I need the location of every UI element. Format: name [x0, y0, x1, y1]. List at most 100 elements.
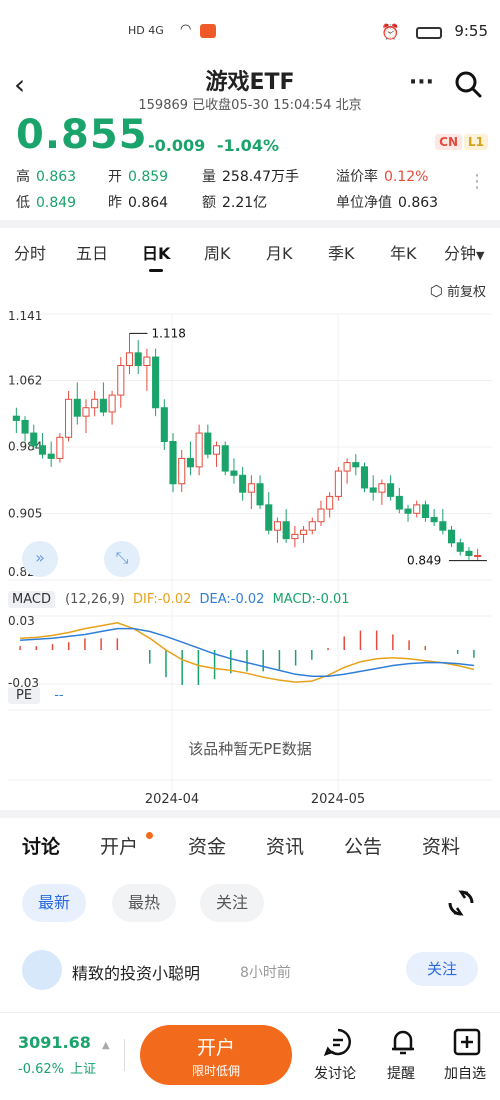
dea-line: [20, 627, 474, 677]
back-icon[interactable]: ‹: [14, 68, 26, 101]
candle-body: [326, 495, 334, 510]
post-username[interactable]: 精致的投资小聪明: [72, 964, 201, 983]
status-bar: HD 4G ◠ ⏰ 9:55: [0, 0, 500, 58]
follow-button[interactable]: 关注: [406, 952, 478, 986]
change-percent: -1.04%: [216, 136, 279, 155]
candle-body: [465, 550, 473, 557]
tab-wuri[interactable]: 五日: [76, 244, 109, 263]
tab-funds[interactable]: 资金: [188, 836, 227, 858]
period-tabs: 分时 五日 日K 周K 月K 季K 年K 分钟▼: [0, 232, 500, 272]
candle-body: [308, 521, 316, 531]
etf-code: 159869: [138, 98, 189, 113]
min-price-label: 0.849: [407, 554, 441, 568]
dif-line: [20, 622, 475, 683]
quote-prev-close: 昨 0.864: [108, 195, 169, 211]
candle-body: [360, 466, 369, 489]
open-account-button[interactable]: 开户 限时低佣: [140, 1025, 292, 1085]
quote-nav: 单位净值 0.863: [336, 195, 439, 211]
candle-body: [404, 508, 412, 514]
candle-body: [143, 356, 151, 367]
candle-body: [334, 470, 342, 497]
macd-params: (12,26,9): [65, 592, 125, 607]
last-price: 0.855: [16, 112, 148, 158]
tab-yuek[interactable]: 月K: [266, 244, 293, 263]
tab-zhouk[interactable]: 周K: [204, 244, 231, 263]
candle-body: [421, 504, 429, 519]
candle-body: [21, 419, 29, 434]
macd-y-tick: -0.03: [8, 676, 39, 690]
avatar[interactable]: [22, 950, 62, 990]
candle-body: [195, 432, 203, 468]
badge-l1: L1: [464, 134, 488, 150]
more-icon[interactable]: ···: [408, 70, 434, 95]
tab-jik[interactable]: 季K: [328, 244, 355, 263]
tab-niank[interactable]: 年K: [390, 244, 417, 263]
candle-body: [186, 457, 194, 468]
filter-following[interactable]: 关注: [200, 884, 265, 922]
max-price-label: 1.118: [152, 326, 186, 340]
quote-open: 开 0.859: [108, 169, 169, 185]
search-icon[interactable]: [454, 70, 482, 98]
status-time: 9:55: [454, 22, 488, 40]
tab-profile[interactable]: 资料: [422, 836, 461, 858]
pe-indicator-button[interactable]: PE: [8, 687, 41, 704]
candle-body: [317, 508, 325, 523]
tab-news[interactable]: 资讯: [266, 836, 305, 858]
tab-fenshi[interactable]: 分时: [14, 244, 47, 263]
candle-body: [99, 398, 107, 413]
candle-body: [82, 407, 90, 417]
market-status: 已收盘05-30 15:04:54 北京: [192, 98, 362, 113]
candle-body: [152, 356, 160, 409]
tab-announcements[interactable]: 公告: [344, 836, 383, 858]
tab-fenzhong[interactable]: 分钟▼: [444, 244, 485, 263]
filter-hot[interactable]: 最热: [112, 884, 177, 922]
fuquan-toggle[interactable]: ⬡ 前复权: [430, 281, 486, 300]
bottom-bar: 3091.68 ▲ -0.62% 上证 开户 限时低佣 发讨论 提醒 加自选: [0, 1012, 500, 1100]
macd-dif: DIF:-0.02: [133, 592, 192, 607]
quote-high: 高 0.863: [16, 169, 77, 185]
bell-icon[interactable]: [388, 1027, 418, 1057]
fullscreen-icon[interactable]: ⤡: [104, 541, 140, 577]
divider: [0, 810, 500, 818]
candle-body: [447, 529, 456, 544]
candle-body: [73, 398, 81, 417]
macd-value: MACD:-0.01: [272, 592, 350, 607]
candle-body: [300, 529, 308, 535]
macd-legend: MACD (12,26,9) DIF:-0.02 DEA:-0.02 MACD:…: [8, 591, 350, 608]
index-value: 3091.68: [18, 1033, 91, 1052]
filter-latest[interactable]: 最新: [22, 884, 87, 922]
comment-icon[interactable]: [323, 1027, 353, 1057]
battery-icon: [416, 27, 442, 39]
post-discussion-label[interactable]: 发讨论: [314, 1066, 356, 1082]
quote-expand-icon[interactable]: ⋮: [468, 171, 486, 192]
kline-chart-area[interactable]: 1.1411.0620.9840.9050.8261.1180.8490.03-…: [0, 300, 500, 820]
tab-discussion[interactable]: 讨论: [22, 836, 61, 858]
add-watchlist-label[interactable]: 加自选: [444, 1066, 486, 1082]
candle-body: [56, 436, 64, 459]
quote-row-1: 高 0.863 开 0.859 量 258.47万手 溢价率 0.12%: [16, 166, 456, 192]
x-tick-label: 2024-04: [145, 792, 199, 807]
candle-body: [456, 542, 464, 552]
candle-body: [204, 432, 212, 455]
quote-low: 低 0.849: [16, 195, 77, 211]
candle-body: [108, 394, 116, 413]
candle-body: [47, 453, 55, 459]
tab-open-account[interactable]: 开户: [100, 836, 139, 858]
hexagon-icon: ⬡: [429, 282, 443, 300]
caret-up-icon: ▲: [101, 1040, 110, 1051]
reminder-label[interactable]: 提醒: [387, 1066, 415, 1082]
notification-dot: [146, 832, 153, 839]
pe-legend: PE --: [8, 687, 64, 704]
candle-body: [117, 365, 125, 396]
candle-body: [38, 445, 47, 455]
expand-right-icon[interactable]: »: [22, 541, 58, 577]
tab-rik[interactable]: 日K: [142, 240, 170, 272]
candle-body: [125, 352, 134, 367]
refresh-icon[interactable]: [446, 888, 476, 918]
quote-amount: 额 2.21亿: [202, 195, 268, 211]
index-ticker[interactable]: 3091.68 ▲ -0.62% 上证: [18, 1033, 110, 1077]
candle-body: [395, 495, 403, 510]
add-watchlist-icon[interactable]: [452, 1027, 482, 1057]
candle-body: [247, 483, 255, 493]
macd-indicator-button[interactable]: MACD: [8, 591, 55, 608]
